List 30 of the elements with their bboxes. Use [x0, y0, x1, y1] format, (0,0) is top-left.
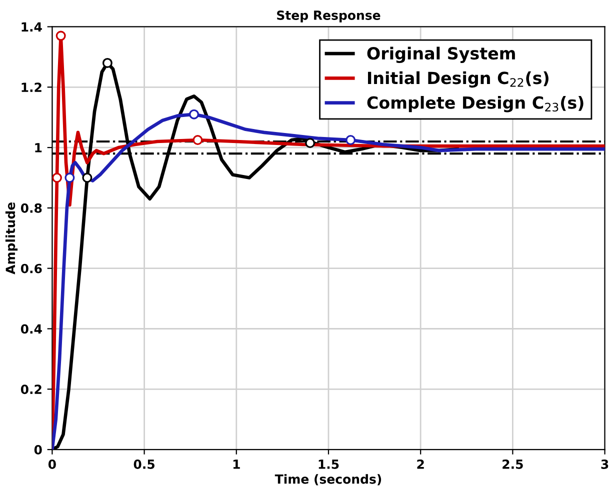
- x-tick-label: 0: [48, 459, 56, 469]
- point: [56, 30, 66, 41]
- x-tick-label: 3: [601, 459, 608, 469]
- point: [192, 134, 203, 145]
- point: [82, 172, 92, 183]
- point: [102, 58, 112, 68]
- x-tick-label: 1: [233, 460, 240, 469]
- y-tick-label: 1: [35, 143, 42, 152]
- y-tick-label: 0.2: [20, 384, 42, 394]
- chart-title: Step Response: [277, 10, 380, 22]
- y-tick-label: 0.8: [20, 203, 42, 213]
- legend-label: Complete Design C$_{23}$(s): [367, 96, 584, 112]
- x-tick-label: 2.5: [502, 459, 523, 469]
- x-tick-label: 0.5: [134, 459, 154, 469]
- y-tick-label: 0: [34, 445, 42, 454]
- y-tick-label: 1.2: [22, 82, 42, 92]
- x-axis-title: Time (seconds): [274, 474, 382, 486]
- point: [305, 138, 316, 148]
- y-tick-label: 1.4: [22, 22, 42, 32]
- y-tick-label: 0.6: [20, 264, 42, 274]
- point: [64, 172, 75, 183]
- y-axis-title: Amplitude: [5, 202, 18, 274]
- legend-label: Initial Design C$_{22}$(s): [368, 71, 548, 88]
- x-tick-label: 2: [417, 459, 424, 469]
- point: [52, 172, 62, 183]
- y-tick-label: 0.4: [20, 324, 42, 334]
- legend-label: Original System: [367, 46, 515, 63]
- point: [346, 134, 356, 145]
- point: [189, 109, 200, 120]
- x-tick-label: 1.5: [318, 460, 339, 469]
